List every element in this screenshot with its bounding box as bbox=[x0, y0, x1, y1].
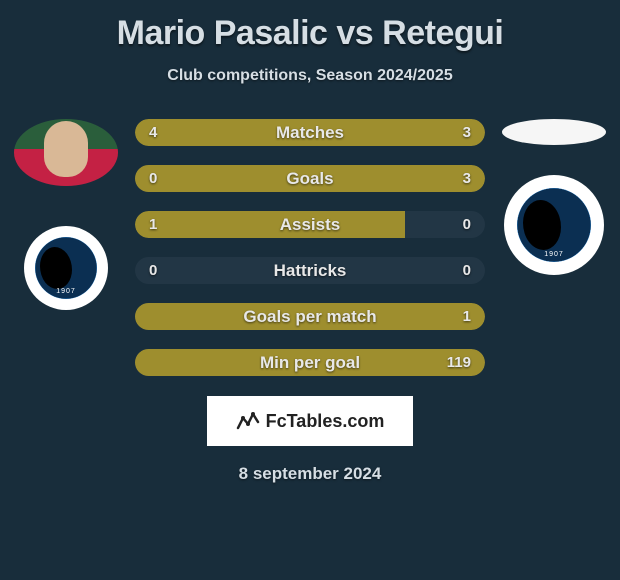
content-row: 1907 4Matches30Goals31Assists00Hattricks… bbox=[0, 119, 620, 376]
bar-value-right: 3 bbox=[463, 165, 471, 192]
stat-bar: Min per goal119 bbox=[135, 349, 485, 376]
player-avatar-left bbox=[14, 119, 118, 186]
chart-icon bbox=[236, 410, 260, 432]
bar-label: Min per goal bbox=[135, 349, 485, 376]
footer-logo-text: FcTables.com bbox=[266, 411, 385, 432]
bar-value-right: 0 bbox=[463, 211, 471, 238]
stat-bar: 4Matches3 bbox=[135, 119, 485, 146]
bar-label: Matches bbox=[135, 119, 485, 146]
club-badge-left: 1907 bbox=[24, 226, 108, 310]
bar-value-right: 119 bbox=[447, 349, 471, 376]
bar-value-right: 0 bbox=[463, 257, 471, 284]
badge-year: 1907 bbox=[544, 251, 564, 258]
bar-label: Hattricks bbox=[135, 257, 485, 284]
bar-label: Goals per match bbox=[135, 303, 485, 330]
club-badge-right: 1907 bbox=[504, 175, 604, 275]
badge-inner: 1907 bbox=[517, 188, 591, 262]
badge-inner: 1907 bbox=[35, 237, 97, 299]
bar-value-right: 1 bbox=[463, 303, 471, 330]
player-avatar-right bbox=[502, 119, 606, 145]
stats-bars: 4Matches30Goals31Assists00Hattricks0Goal… bbox=[126, 119, 494, 376]
bar-label: Assists bbox=[135, 211, 485, 238]
bar-value-right: 3 bbox=[463, 119, 471, 146]
bar-label: Goals bbox=[135, 165, 485, 192]
date-text: 8 september 2024 bbox=[0, 464, 620, 484]
subtitle: Club competitions, Season 2024/2025 bbox=[0, 67, 620, 85]
footer-logo: FcTables.com bbox=[207, 396, 413, 446]
comparison-infographic: Mario Pasalic vs Retegui Club competitio… bbox=[0, 0, 620, 580]
page-title: Mario Pasalic vs Retegui bbox=[0, 14, 620, 53]
badge-year: 1907 bbox=[56, 288, 76, 295]
right-player-col: 1907 bbox=[494, 119, 614, 376]
stat-bar: 0Hattricks0 bbox=[135, 257, 485, 284]
stat-bar: 0Goals3 bbox=[135, 165, 485, 192]
stat-bar: 1Assists0 bbox=[135, 211, 485, 238]
stat-bar: Goals per match1 bbox=[135, 303, 485, 330]
left-player-col: 1907 bbox=[6, 119, 126, 376]
